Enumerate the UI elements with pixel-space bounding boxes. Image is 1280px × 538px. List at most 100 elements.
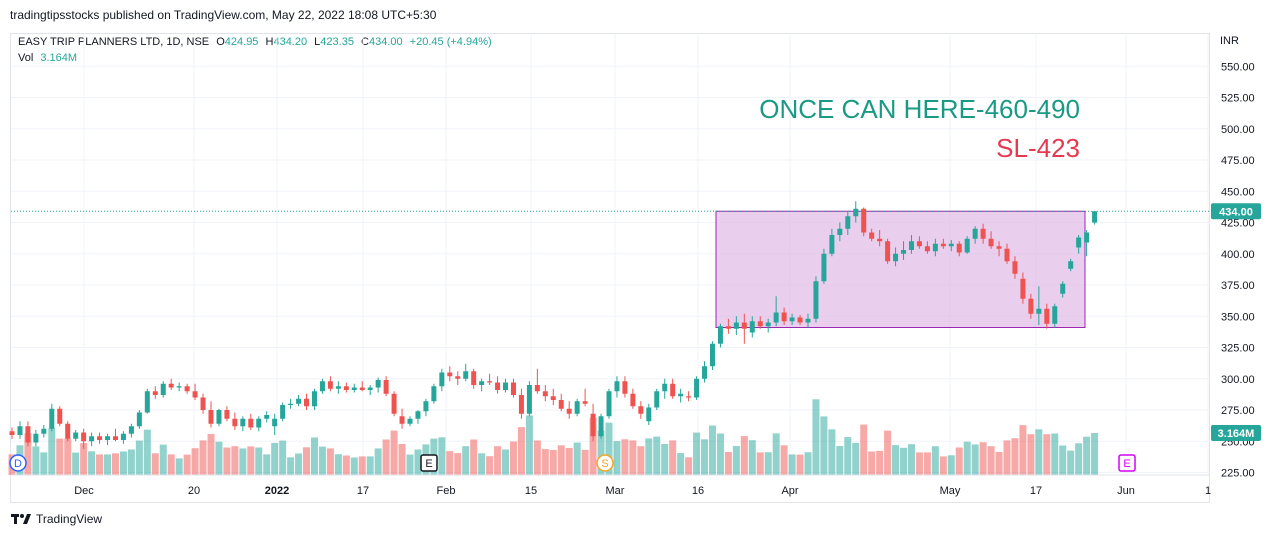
candle-body[interactable] <box>614 381 620 392</box>
candle-body[interactable] <box>65 423 71 439</box>
candle-body[interactable] <box>487 381 493 383</box>
candle-body[interactable] <box>590 413 596 437</box>
consolidation-zone-rectangle[interactable] <box>715 210 1086 328</box>
candle-body[interactable] <box>41 428 47 434</box>
candle-body[interactable] <box>200 397 206 411</box>
candle-body[interactable] <box>916 241 922 247</box>
candle-body[interactable] <box>813 281 819 319</box>
candle-body[interactable] <box>956 243 962 253</box>
candle-body[interactable] <box>232 418 238 427</box>
candle-body[interactable] <box>773 312 779 323</box>
candle-body[interactable] <box>208 410 214 424</box>
candle-body[interactable] <box>526 385 532 414</box>
chart-frame[interactable] <box>10 33 1210 503</box>
candle-body[interactable] <box>861 208 867 233</box>
candle-body[interactable] <box>296 398 302 404</box>
candle-body[interactable] <box>57 408 63 424</box>
candle-body[interactable] <box>606 391 612 417</box>
candle-body[interactable] <box>383 380 389 394</box>
candle-body[interactable] <box>160 383 166 395</box>
candle-body[interactable] <box>479 381 485 385</box>
candle-body[interactable] <box>717 326 723 344</box>
candle-body[interactable] <box>972 228 978 239</box>
candle-body[interactable] <box>510 382 516 396</box>
candle-body[interactable] <box>73 432 79 439</box>
candle-body[interactable] <box>805 318 811 323</box>
candle-body[interactable] <box>598 416 604 437</box>
candle-body[interactable] <box>877 238 883 242</box>
candle-body[interactable] <box>81 432 87 442</box>
candle-body[interactable] <box>542 391 548 397</box>
candle-body[interactable] <box>351 387 357 391</box>
candle-body[interactable] <box>1060 283 1066 294</box>
candle-body[interactable] <box>797 317 803 323</box>
candle-body[interactable] <box>964 238 970 253</box>
candle-body[interactable] <box>97 436 103 440</box>
candle-body[interactable] <box>1028 298 1034 314</box>
candle-body[interactable] <box>192 391 198 398</box>
candle-body[interactable] <box>415 411 421 419</box>
split-marker-icon[interactable]: S <box>596 454 614 472</box>
dividend-marker-icon[interactable]: D <box>9 454 27 472</box>
candle-body[interactable] <box>518 395 524 414</box>
candle-body[interactable] <box>431 386 437 402</box>
candle-body[interactable] <box>327 381 333 389</box>
candle-body[interactable] <box>765 322 771 327</box>
stoploss-annotation[interactable]: SL-423 <box>996 133 1080 163</box>
candle-body[interactable] <box>821 253 827 282</box>
candle-body[interactable] <box>272 418 278 427</box>
candle-body[interactable] <box>1044 308 1050 324</box>
candle-body[interactable] <box>359 387 365 391</box>
candle-body[interactable] <box>885 241 891 262</box>
candle-body[interactable] <box>89 436 95 442</box>
candle-body[interactable] <box>622 381 628 394</box>
candle-body[interactable] <box>288 403 294 405</box>
candle-body[interactable] <box>503 382 509 391</box>
candle-body[interactable] <box>304 398 310 407</box>
candle-body[interactable] <box>335 386 341 389</box>
candle-body[interactable] <box>789 317 795 322</box>
candle-body[interactable] <box>25 426 31 443</box>
candle-body[interactable] <box>463 371 469 379</box>
candle-body[interactable] <box>646 407 652 422</box>
candle-body[interactable] <box>447 372 453 377</box>
candle-body[interactable] <box>741 322 747 329</box>
candle-body[interactable] <box>49 408 55 429</box>
candle-body[interactable] <box>1004 248 1010 262</box>
candle-body[interactable] <box>948 243 954 247</box>
candle-body[interactable] <box>534 385 540 392</box>
candle-body[interactable] <box>869 232 875 239</box>
candle-body[interactable] <box>829 235 835 254</box>
candle-body[interactable] <box>702 366 708 379</box>
candle-body[interactable] <box>837 228 843 235</box>
candle-body[interactable] <box>168 383 174 388</box>
candle-body[interactable] <box>33 433 39 443</box>
candle-body[interactable] <box>558 400 564 409</box>
tradingview-footer[interactable]: TradingView <box>10 512 102 526</box>
candle-body[interactable] <box>1084 232 1090 243</box>
candle-body[interactable] <box>638 406 644 414</box>
candle-body[interactable] <box>224 410 230 419</box>
candle-body[interactable] <box>630 393 636 407</box>
candle-body[interactable] <box>1036 308 1042 314</box>
candle-body[interactable] <box>375 380 381 388</box>
candle-body[interactable] <box>9 431 15 435</box>
candle-body[interactable] <box>152 391 158 395</box>
candle-body[interactable] <box>423 401 429 412</box>
candle-body[interactable] <box>399 416 405 424</box>
candle-body[interactable] <box>709 343 715 367</box>
target-annotation[interactable]: ONCE CAN HERE-460-490 <box>759 94 1080 124</box>
candle-body[interactable] <box>128 426 134 434</box>
candle-body[interactable] <box>550 396 556 400</box>
candle-body[interactable] <box>980 228 986 239</box>
candle-body[interactable] <box>184 386 190 392</box>
candle-body[interactable] <box>678 393 684 397</box>
candle-body[interactable] <box>749 321 755 333</box>
earnings-marker-icon[interactable]: E <box>420 454 438 472</box>
candle-body[interactable] <box>853 208 859 217</box>
candle-body[interactable] <box>1076 237 1082 248</box>
candle-body[interactable] <box>932 243 938 252</box>
candle-body[interactable] <box>996 246 1002 249</box>
candle-body[interactable] <box>757 321 763 327</box>
